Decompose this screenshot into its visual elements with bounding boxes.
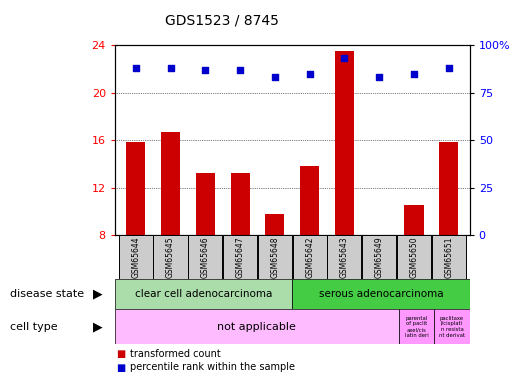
Bar bbox=[265, 214, 284, 235]
Text: disease state: disease state bbox=[10, 290, 84, 299]
Point bbox=[271, 74, 279, 80]
Text: transformed count: transformed count bbox=[130, 350, 221, 359]
Text: parental
of paclit
axel/cis
latin deri: parental of paclit axel/cis latin deri bbox=[405, 316, 428, 338]
Text: ▶: ▶ bbox=[93, 288, 103, 301]
Bar bbox=[370, 235, 389, 236]
Point bbox=[166, 65, 175, 71]
Bar bbox=[432, 235, 466, 279]
Text: GSM65643: GSM65643 bbox=[340, 237, 349, 278]
Text: not applicable: not applicable bbox=[217, 322, 296, 332]
Text: percentile rank within the sample: percentile rank within the sample bbox=[130, 363, 295, 372]
Bar bbox=[223, 235, 257, 279]
Text: GSM65651: GSM65651 bbox=[444, 237, 453, 278]
Bar bbox=[153, 235, 187, 279]
Text: GSM65649: GSM65649 bbox=[375, 237, 384, 278]
Text: GSM65646: GSM65646 bbox=[201, 237, 210, 278]
Bar bbox=[328, 235, 362, 279]
Text: GSM65650: GSM65650 bbox=[409, 237, 419, 278]
Bar bbox=[362, 235, 396, 279]
Point bbox=[132, 65, 140, 71]
Text: GDS1523 / 8745: GDS1523 / 8745 bbox=[164, 13, 279, 27]
Text: ▶: ▶ bbox=[93, 321, 103, 333]
Bar bbox=[397, 235, 431, 279]
Bar bbox=[258, 235, 292, 279]
Text: ■: ■ bbox=[116, 350, 125, 359]
Bar bbox=[161, 132, 180, 235]
Point bbox=[201, 67, 210, 73]
Text: GSM65644: GSM65644 bbox=[131, 237, 140, 278]
Text: GSM65647: GSM65647 bbox=[235, 237, 245, 278]
Bar bbox=[300, 166, 319, 235]
Bar bbox=[231, 173, 250, 235]
Text: ■: ■ bbox=[116, 363, 125, 372]
Text: GSM65648: GSM65648 bbox=[270, 237, 279, 278]
Bar bbox=[293, 235, 327, 279]
Point bbox=[375, 74, 383, 80]
Bar bbox=[399, 309, 434, 344]
Bar bbox=[126, 142, 145, 235]
Text: serous adenocarcinoma: serous adenocarcinoma bbox=[319, 290, 443, 299]
Text: GSM65642: GSM65642 bbox=[305, 237, 314, 278]
Bar bbox=[188, 235, 222, 279]
Bar bbox=[404, 206, 423, 235]
Text: paclitaxe
l/cisplati
n resista
nt derivat: paclitaxe l/cisplati n resista nt deriva… bbox=[439, 316, 465, 338]
Text: clear cell adenocarcinoma: clear cell adenocarcinoma bbox=[135, 290, 272, 299]
Bar bbox=[292, 279, 470, 309]
Bar bbox=[115, 279, 292, 309]
Bar bbox=[118, 235, 153, 279]
Point bbox=[410, 70, 418, 76]
Point bbox=[444, 65, 453, 71]
Bar bbox=[115, 309, 399, 344]
Point bbox=[305, 70, 314, 76]
Bar bbox=[196, 173, 215, 235]
Text: cell type: cell type bbox=[10, 322, 58, 332]
Point bbox=[340, 55, 349, 61]
Text: GSM65645: GSM65645 bbox=[166, 237, 175, 278]
Bar bbox=[439, 142, 458, 235]
Bar bbox=[434, 309, 470, 344]
Point bbox=[236, 67, 244, 73]
Bar bbox=[335, 51, 354, 235]
